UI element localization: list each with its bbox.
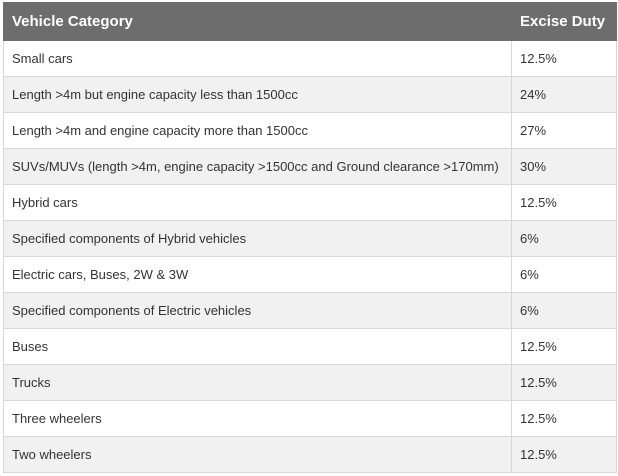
excise-duty-cell: 12.5%: [511, 184, 617, 221]
vehicle-category-cell: SUVs/MUVs (length >4m, engine capacity >…: [3, 148, 512, 185]
header-excise-duty: Excise Duty: [511, 2, 617, 41]
table-row: Hybrid cars 12.5%: [3, 184, 617, 221]
vehicle-category-cell: Buses: [3, 328, 512, 365]
vehicle-category-cell: Specified components of Hybrid vehicles: [3, 220, 512, 257]
excise-duty-cell: 27%: [511, 112, 617, 149]
table-row: Small cars 12.5%: [3, 40, 617, 77]
table-row: Buses 12.5%: [3, 328, 617, 365]
table-row: Electric cars, Buses, 2W & 3W 6%: [3, 256, 617, 293]
table-row: Length >4m but engine capacity less than…: [3, 76, 617, 113]
excise-duty-cell: 12.5%: [511, 436, 617, 473]
excise-duty-cell: 12.5%: [511, 400, 617, 437]
header-vehicle-category: Vehicle Category: [3, 2, 512, 41]
table-row: Specified components of Hybrid vehicles …: [3, 220, 617, 257]
excise-duty-cell: 12.5%: [511, 328, 617, 365]
table-row: Trucks 12.5%: [3, 364, 617, 401]
vehicle-category-cell: Two wheelers: [3, 436, 512, 473]
vehicle-category-cell: Length >4m but engine capacity less than…: [3, 76, 512, 113]
table-row: Two wheelers 12.5%: [3, 436, 617, 473]
table-row: SUVs/MUVs (length >4m, engine capacity >…: [3, 148, 617, 185]
vehicle-category-cell: Small cars: [3, 40, 512, 77]
excise-duty-cell: 6%: [511, 256, 617, 293]
excise-duty-cell: 12.5%: [511, 364, 617, 401]
vehicle-category-cell: Length >4m and engine capacity more than…: [3, 112, 512, 149]
vehicle-category-cell: Electric cars, Buses, 2W & 3W: [3, 256, 512, 293]
excise-duty-cell: 6%: [511, 292, 617, 329]
excise-duty-cell: 30%: [511, 148, 617, 185]
table-row: Specified components of Electric vehicle…: [3, 292, 617, 329]
excise-duty-cell: 12.5%: [511, 40, 617, 77]
table-row: Three wheelers 12.5%: [3, 400, 617, 437]
vehicle-category-cell: Three wheelers: [3, 400, 512, 437]
table-header-row: Vehicle Category Excise Duty: [3, 2, 617, 41]
vehicle-category-cell: Trucks: [3, 364, 512, 401]
excise-duty-cell: 6%: [511, 220, 617, 257]
vehicle-category-cell: Hybrid cars: [3, 184, 512, 221]
vehicle-category-cell: Specified components of Electric vehicle…: [3, 292, 512, 329]
excise-duty-cell: 24%: [511, 76, 617, 113]
excise-duty-table: Vehicle Category Excise Duty Small cars …: [3, 2, 617, 473]
table-row: Length >4m and engine capacity more than…: [3, 112, 617, 149]
